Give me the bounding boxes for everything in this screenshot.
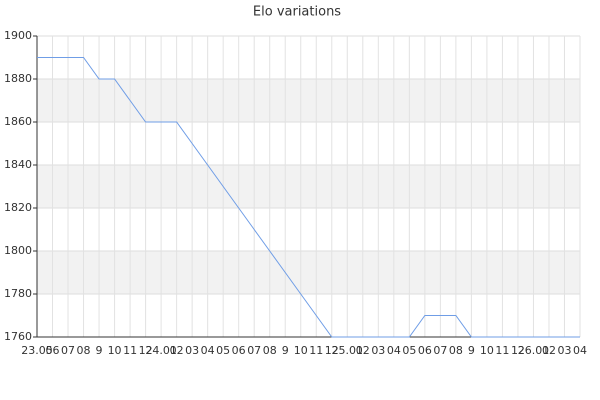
x-tick-label: 05	[216, 344, 230, 357]
x-tick-label: 10	[108, 344, 122, 357]
x-tick-label: 25.01	[332, 344, 364, 357]
x-tick-label: 11	[123, 344, 137, 357]
x-tick-label: 08	[263, 344, 277, 357]
x-tick-label: 11	[309, 344, 323, 357]
y-tick-label: 1900	[4, 29, 32, 42]
x-tick-label: 02	[542, 344, 556, 357]
y-tick-label: 1860	[4, 115, 32, 128]
x-tick-label: 06	[418, 344, 432, 357]
x-tick-label: 03	[371, 344, 385, 357]
y-tick-label: 1820	[4, 201, 32, 214]
x-tick-label: 9	[282, 344, 289, 357]
x-tick-label: 03	[185, 344, 199, 357]
y-tick-label: 1880	[4, 72, 32, 85]
x-tick-label: 11	[495, 344, 509, 357]
x-tick-label: 07	[433, 344, 447, 357]
x-tick-label: 12	[139, 344, 153, 357]
x-tick-label: 12	[511, 344, 525, 357]
x-tick-label: 06	[46, 344, 60, 357]
x-tick-label: 05	[402, 344, 416, 357]
y-tick-label: 1800	[4, 244, 32, 257]
x-tick-label: 23.05	[21, 344, 53, 357]
x-tick-label: 24.01	[145, 344, 177, 357]
x-tick-label: 04	[387, 344, 401, 357]
y-tick-label: 1760	[4, 330, 32, 343]
x-tick-label: 9	[468, 344, 475, 357]
x-tick-label: 07	[247, 344, 261, 357]
x-tick-label: 12	[325, 344, 339, 357]
x-tick-label: 26.01	[518, 344, 550, 357]
grid-band	[37, 79, 580, 122]
grid-band	[37, 251, 580, 294]
chart-title: Elo variations	[253, 5, 341, 20]
x-tick-label: 02	[356, 344, 370, 357]
x-tick-label: 04	[201, 344, 215, 357]
x-tick-label: 07	[61, 344, 75, 357]
x-tick-label: 10	[294, 344, 308, 357]
x-tick-label: 02	[170, 344, 184, 357]
data-line	[37, 57, 580, 338]
y-tick-label: 1840	[4, 158, 32, 171]
y-tick-label: 1780	[4, 287, 32, 300]
x-tick-label: 03	[557, 344, 571, 357]
x-tick-label: 10	[480, 344, 494, 357]
x-tick-label: 06	[232, 344, 246, 357]
x-tick-label: 9	[96, 344, 103, 357]
grid-band	[37, 165, 580, 208]
x-tick-label: 08	[77, 344, 91, 357]
x-tick-label: 08	[449, 344, 463, 357]
x-tick-label: 04	[573, 344, 587, 357]
